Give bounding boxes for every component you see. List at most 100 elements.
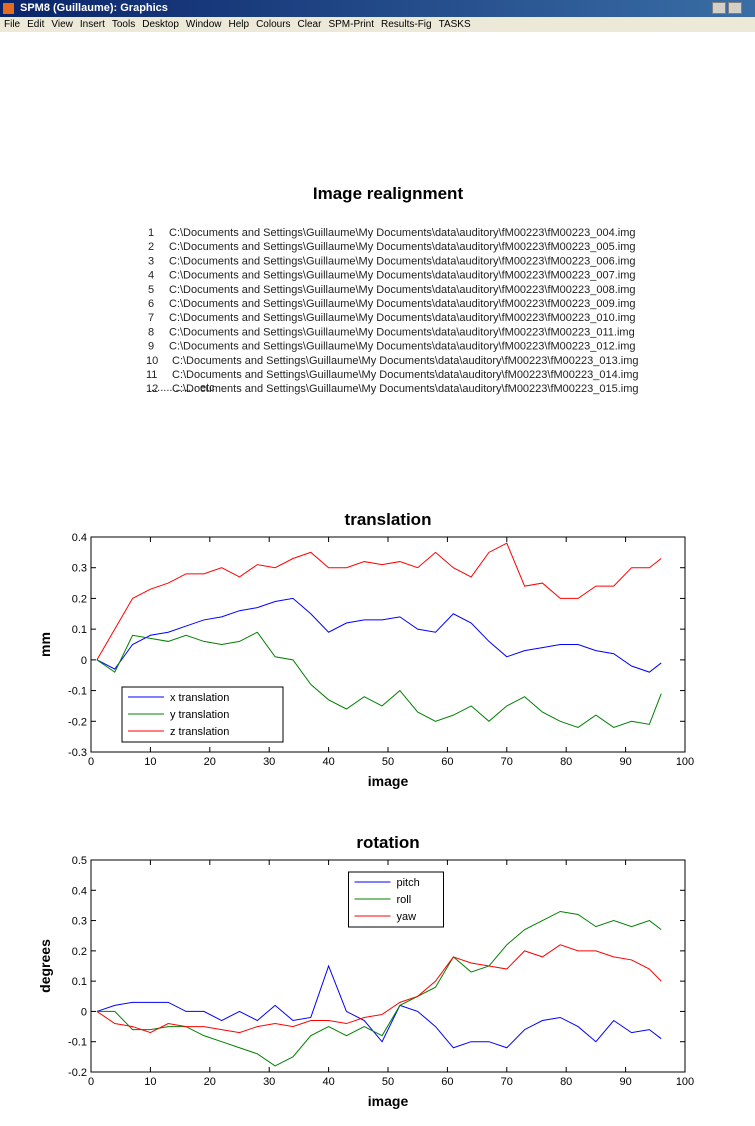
y-tick-label: 0.3 xyxy=(72,563,87,575)
x-axis-label: image xyxy=(368,1093,409,1109)
y-tick-label: 0.2 xyxy=(72,593,87,605)
figure-title: Image realignment xyxy=(313,184,464,203)
file-path: C:\Documents and Settings\Guillaume\My D… xyxy=(169,270,636,282)
file-path: C:\Documents and Settings\Guillaume\My D… xyxy=(169,312,636,324)
legend-label: roll xyxy=(397,894,412,906)
x-tick-label: 0 xyxy=(88,756,94,768)
legend-label: x translation xyxy=(170,692,229,704)
x-tick-label: 20 xyxy=(204,756,216,768)
menu-bar: File Edit View Insert Tools Desktop Window Help… xyxy=(0,17,755,32)
y-tick-label: 0.3 xyxy=(72,916,87,928)
y-tick-label: 0 xyxy=(81,1006,87,1018)
series-line xyxy=(96,944,662,1034)
file-index: 1 xyxy=(148,227,154,239)
y-tick-label: 0.2 xyxy=(72,946,87,958)
file-index: 2 xyxy=(148,241,154,253)
x-tick-label: 90 xyxy=(619,756,631,768)
file-index: 11 xyxy=(146,369,157,381)
file-path: C:\Documents and Settings\Guillaume\My D… xyxy=(169,255,636,267)
menu-item[interactable]: Desktop xyxy=(142,19,179,30)
legend-label: z translation xyxy=(170,726,229,738)
menu-item[interactable]: TASKS xyxy=(438,19,471,30)
menu-item[interactable]: View xyxy=(51,19,73,30)
y-tick-label: -0.2 xyxy=(68,1067,87,1079)
chart-title: rotation xyxy=(356,833,419,852)
y-tick-label: 0.1 xyxy=(72,976,87,988)
file-path: C:\Documents and Settings\Guillaume\My D… xyxy=(169,284,636,296)
x-axis-label: image xyxy=(368,773,409,789)
x-tick-label: 0 xyxy=(88,1076,94,1088)
maximize-button[interactable] xyxy=(728,2,742,14)
file-index: 6 xyxy=(148,298,154,310)
y-tick-label: -0.2 xyxy=(68,716,87,728)
menu-item[interactable]: Help xyxy=(228,19,250,30)
menu-item[interactable]: Tools xyxy=(111,19,136,30)
file-index: 5 xyxy=(148,284,154,296)
x-tick-label: 50 xyxy=(382,756,394,768)
x-tick-label: 20 xyxy=(204,1076,216,1088)
series-line xyxy=(96,964,662,1049)
file-path: C:\Documents and Settings\Guillaume\My D… xyxy=(169,227,636,239)
files-more: ................ etc xyxy=(148,382,215,394)
y-tick-label: -0.1 xyxy=(68,1037,87,1049)
minimize-button[interactable] xyxy=(712,2,726,14)
x-tick-label: 80 xyxy=(560,1076,572,1088)
file-index: 10 xyxy=(146,355,158,367)
legend-label: pitch xyxy=(397,877,420,889)
x-tick-label: 50 xyxy=(382,1076,394,1088)
x-tick-label: 70 xyxy=(501,756,513,768)
x-tick-label: 10 xyxy=(144,1076,156,1088)
file-path: C:\Documents and Settings\Guillaume\My D… xyxy=(169,341,636,353)
menu-item[interactable]: Window xyxy=(185,19,222,30)
y-tick-label: 0.4 xyxy=(72,532,87,544)
title-bar: SPM8 (Guillaume): Graphics xyxy=(0,0,755,32)
y-tick-label: 0.4 xyxy=(72,885,87,897)
file-path: C:\Documents and Settings\Guillaume\My D… xyxy=(172,355,639,367)
menu-item[interactable]: Colours xyxy=(256,19,291,30)
x-tick-label: 70 xyxy=(501,1076,513,1088)
x-tick-label: 10 xyxy=(144,756,156,768)
x-tick-label: 60 xyxy=(441,1076,453,1088)
file-path: C:\Documents and Settings\Guillaume\My D… xyxy=(169,298,636,310)
x-tick-label: 30 xyxy=(263,756,275,768)
series-line xyxy=(96,542,662,661)
y-tick-label: 0.1 xyxy=(72,624,87,636)
y-tick-label: -0.1 xyxy=(68,686,87,698)
series-line xyxy=(96,631,662,728)
menu-item[interactable]: Edit xyxy=(27,19,45,30)
x-tick-label: 80 xyxy=(560,756,572,768)
file-index: 3 xyxy=(148,255,154,267)
x-tick-label: 40 xyxy=(322,1076,334,1088)
x-tick-label: 90 xyxy=(619,1076,631,1088)
y-axis-label: mm xyxy=(37,632,53,657)
x-tick-label: 100 xyxy=(676,1076,694,1088)
app-icon xyxy=(3,3,14,14)
menu-item[interactable]: SPM-Print xyxy=(328,19,375,30)
menu-item[interactable]: Clear xyxy=(297,19,322,30)
menu-item[interactable]: Insert xyxy=(79,19,105,30)
file-index: 7 xyxy=(148,312,154,324)
x-tick-label: 100 xyxy=(676,756,694,768)
menu-item[interactable]: Results-Fig xyxy=(381,19,432,30)
legend-label: y translation xyxy=(170,709,229,721)
series-line xyxy=(96,597,662,673)
file-path: C:\Documents and Settings\Guillaume\My D… xyxy=(169,241,636,253)
chart-title: translation xyxy=(345,510,432,529)
file-path: C:\Documents and Settings\Guillaume\My D… xyxy=(169,326,635,338)
y-tick-label: 0 xyxy=(81,655,87,667)
figure: Image realignment 1 C:\Documents and Setti… xyxy=(37,184,694,1109)
file-path: C:\Documents and Settings\Guillaume\My D… xyxy=(172,369,639,381)
menu-item[interactable]: File xyxy=(4,19,21,30)
file-path: C:\Documents and Settings\Guillaume\My D… xyxy=(172,383,639,395)
y-tick-label: 0.5 xyxy=(72,855,87,867)
y-axis-label: degrees xyxy=(37,939,53,993)
x-tick-label: 60 xyxy=(441,756,453,768)
x-tick-label: 40 xyxy=(322,756,334,768)
file-index: 9 xyxy=(148,341,154,353)
window-title: SPM8 (Guillaume): Graphics xyxy=(20,2,168,14)
legend-label: yaw xyxy=(397,911,417,923)
series-line xyxy=(96,910,662,1067)
file-index: 8 xyxy=(148,326,154,338)
y-tick-label: -0.3 xyxy=(68,747,87,759)
